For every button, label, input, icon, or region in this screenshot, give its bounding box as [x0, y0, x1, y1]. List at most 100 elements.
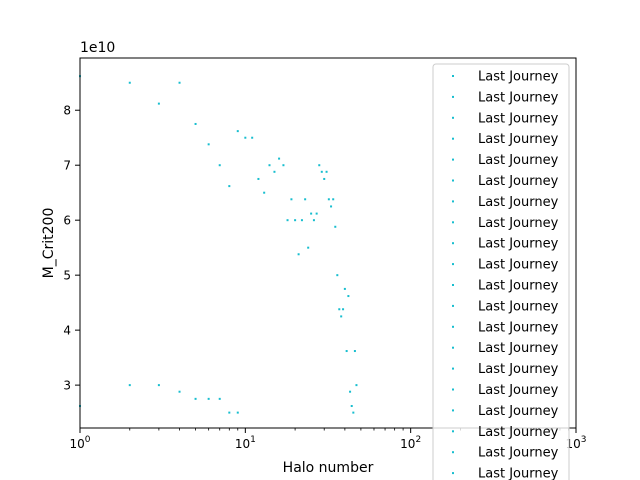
data-point [338, 308, 341, 311]
legend-marker [452, 137, 454, 140]
x-axis-label: Halo number [283, 460, 374, 476]
data-point [218, 164, 221, 167]
legend-entry: Last Journey [478, 174, 559, 189]
y-tick-label: 3 [63, 379, 71, 393]
legend-marker [452, 430, 454, 433]
data-point [228, 185, 231, 188]
legend-marker [452, 95, 454, 98]
data-point [355, 384, 358, 387]
data-point [315, 212, 318, 215]
data-point [263, 191, 266, 194]
legend-marker [452, 304, 454, 307]
legend-entry: Last Journey [478, 383, 559, 398]
legend-marker [452, 472, 454, 475]
legend-entry: Last Journey [478, 90, 559, 105]
data-point [290, 198, 293, 201]
data-point [297, 253, 300, 256]
data-point [307, 246, 310, 249]
legend-entry: Last Journey [478, 195, 559, 210]
legend-entry: Last Journey [478, 299, 559, 314]
legend-entry: Last Journey [478, 279, 559, 294]
data-point [334, 225, 337, 228]
legend-marker [452, 158, 454, 161]
legend-marker [452, 242, 454, 245]
data-points [79, 75, 358, 414]
y-tick-label: 8 [63, 104, 71, 118]
legend-entry: Last Journey [478, 341, 559, 356]
legend-marker [452, 451, 454, 454]
data-point [304, 198, 307, 201]
data-point [218, 397, 221, 400]
legend-marker [452, 221, 454, 224]
data-point [128, 384, 131, 387]
y-axis-label: M_Crit200 [41, 208, 57, 279]
data-point [353, 350, 356, 353]
data-point [352, 411, 355, 414]
data-point [178, 81, 181, 84]
data-point [294, 219, 297, 222]
legend-marker [452, 346, 454, 349]
data-point [236, 130, 239, 133]
x-tick-label: 101 [235, 435, 256, 451]
legend-entry: Last Journey [478, 70, 559, 85]
legend-entry: Last Journey [478, 404, 559, 419]
data-point [286, 219, 289, 222]
data-point [194, 122, 197, 125]
data-point [332, 198, 335, 201]
data-point [228, 411, 231, 414]
legend-entry: Last Journey [478, 425, 559, 440]
data-point [336, 274, 339, 277]
data-point [340, 315, 343, 318]
data-point [157, 384, 160, 387]
plot-frame [79, 57, 577, 429]
data-point [342, 308, 345, 311]
y-offset-label: 1e10 [80, 40, 115, 56]
y-tick-label: 6 [63, 214, 71, 228]
legend-entry: Last Journey [478, 362, 559, 377]
legend-marker [452, 116, 454, 119]
legend-entry: Last Journey [478, 258, 559, 273]
data-point [251, 136, 254, 139]
legend-entry: Last Journey [478, 132, 559, 147]
data-point [157, 102, 160, 105]
y-tick-label: 5 [63, 269, 71, 283]
data-point [350, 405, 353, 408]
legend-marker [452, 325, 454, 328]
legend-entry: Last Journey [478, 153, 559, 168]
legend-entry: Last Journey [478, 320, 559, 335]
data-point [323, 177, 326, 180]
data-point [345, 350, 348, 353]
data-point [282, 164, 285, 167]
legend-entry: Last Journey [478, 237, 559, 252]
legend-entry: Last Journey [478, 111, 559, 126]
data-point [330, 205, 333, 208]
data-point [178, 390, 181, 393]
legend-entry: Last Journey [478, 216, 559, 231]
data-point [278, 157, 281, 160]
legend-marker [452, 284, 454, 286]
data-point [327, 198, 330, 201]
y-axis: 3 4 5 6 7 8 [63, 104, 80, 393]
data-point [236, 411, 239, 414]
data-point [128, 81, 131, 84]
data-point [244, 136, 247, 139]
y-tick-label: 4 [63, 324, 71, 338]
x-tick-label: 100 [69, 435, 90, 451]
data-point [320, 170, 323, 173]
legend-entry: Last Journey [478, 446, 559, 461]
legend-marker [452, 388, 454, 391]
legend-marker [452, 179, 454, 182]
legend-box [432, 63, 570, 480]
y-tick-label: 7 [63, 159, 71, 173]
data-point [310, 212, 313, 215]
legend-marker [452, 367, 454, 370]
data-point [194, 397, 197, 400]
legend-marker [452, 409, 454, 412]
legend-entry: Last Journey [478, 467, 559, 480]
data-point [312, 219, 315, 222]
data-point [273, 170, 276, 173]
x-tick-label: 102 [400, 435, 421, 451]
data-point [347, 295, 350, 298]
legend-marker [452, 200, 454, 203]
legend-marker [452, 263, 454, 266]
